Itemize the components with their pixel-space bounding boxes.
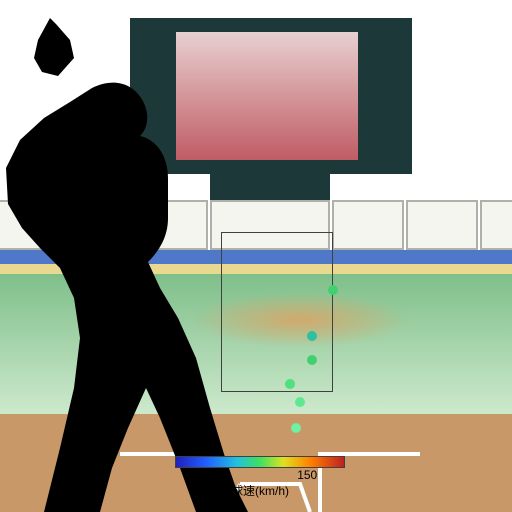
pitch-marker — [328, 285, 338, 295]
colorbar — [175, 456, 345, 468]
pitch-marker — [291, 423, 301, 433]
colorbar-label: 球速(km/h) — [175, 482, 345, 499]
batter-silhouette — [0, 18, 270, 512]
colorbar-tick: 100 — [203, 468, 223, 482]
colorbar-tick: 150 — [297, 468, 317, 482]
pitch-marker — [307, 331, 317, 341]
pitch-marker — [307, 355, 317, 365]
pitch-marker — [285, 379, 295, 389]
pitch-location-chart: 100 150 球速(km/h) — [0, 0, 512, 512]
colorbar-legend: 100 150 球速(km/h) — [175, 456, 345, 496]
colorbar-ticks: 100 150 — [175, 468, 345, 482]
pitch-marker — [295, 397, 305, 407]
